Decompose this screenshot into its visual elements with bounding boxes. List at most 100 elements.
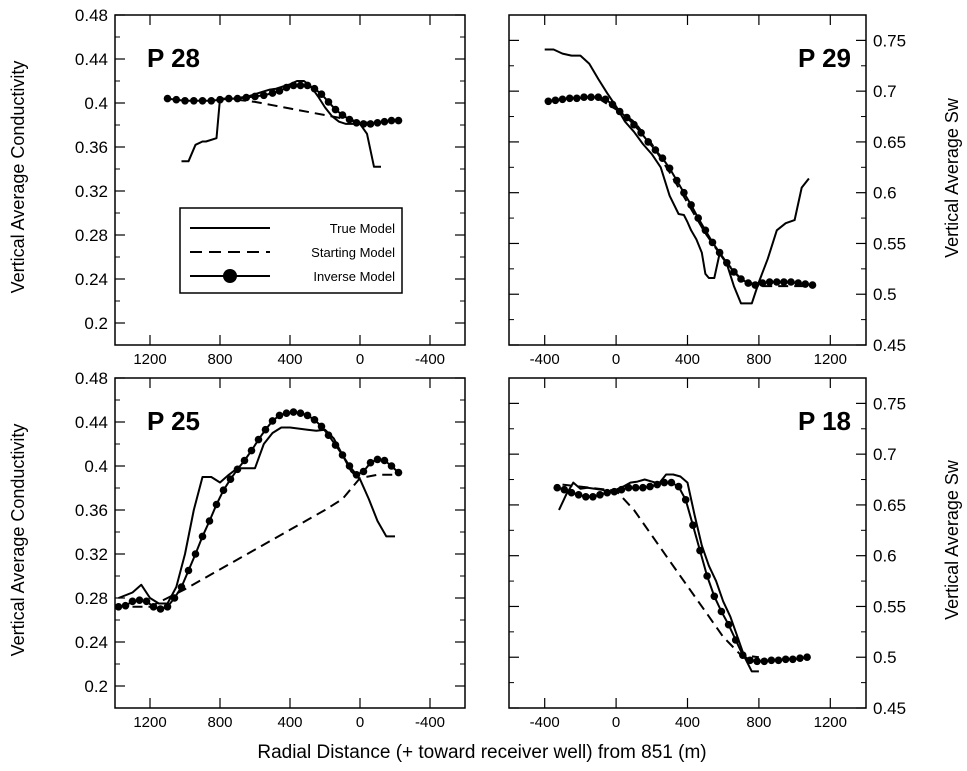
p29-inverse-model-point [587,93,595,101]
p25-inverse-model-point [366,458,375,467]
p18-inverse-model-point [739,651,747,659]
p25-x-tick-label: 400 [277,714,302,731]
panel-p18: -400 0 400 800 1200 0.75 0.7 0.65 0.6 0.55 0.5 0.45… [508,377,906,731]
p29-inverse-model-point [623,113,631,122]
p29-inverse-model-point [737,275,745,283]
p29-inverse-model-point [558,95,567,104]
p28-inverse-model-point [359,120,368,128]
p29-inverse-model-point [608,100,617,109]
p28-inverse-model-point [181,97,189,105]
p28-inverse-model-point [289,81,298,90]
p18-x-tick-label: 400 [675,714,700,731]
p28-inverse-model-point [303,81,312,90]
y-axis-label-top-left: Vertical Average Conductivity [8,61,28,294]
p29-inverse-model-point [565,94,574,103]
p28-inverse-model-point [324,98,333,106]
p18-y-tick-label: 0.5 [873,648,897,667]
p29-inverse-model-point [680,188,688,197]
p25-inverse-model-point [387,462,396,470]
p28-inverse-model-point [345,115,354,124]
p18-inverse-model-point [553,483,561,492]
p29-inverse-model-point [687,201,695,209]
p29-inverse-model-point [751,281,760,289]
p29-inverse-model-point [580,93,588,101]
p25-title: P 25 [147,406,200,436]
p28-y-tick-label: 0.44 [75,50,108,69]
p28-inverse-model-point [331,105,340,114]
p18-inverse-model-point [639,483,647,492]
p25-inverse-model-point [261,425,270,434]
p25-inverse-model-point [121,601,130,610]
p25-inverse-model-point [135,596,144,604]
p18-y-tick-label: 0.65 [873,496,906,515]
p29-y-tick-label: 0.75 [873,31,906,50]
p29-inverse-model-point [630,120,638,129]
p28-inverse-model-point [268,89,277,97]
p28-inverse-model-point [233,94,242,103]
p25-inverse-model-point [352,471,361,479]
p28-y-tick-label: 0.4 [84,94,108,113]
p18-inverse-model-point [717,607,726,616]
p25-inverse-model-point [212,500,221,509]
p28-x-tick-label: 400 [277,351,302,368]
p18-inverse-model-point [603,488,611,497]
p28-y-tick-label: 0.28 [75,226,108,245]
y-axis-label-bottom-right: Vertical Average Sw [942,459,962,620]
p28-inverse-model-point [352,119,361,127]
p29-y-tick-label: 0.7 [873,82,897,101]
p25-inverse-model-point [240,456,249,465]
p29-inverse-model-point [794,279,802,287]
p18-inverse-model-point [760,657,769,666]
p29-y-tick-label: 0.65 [873,133,906,152]
p29-inverse-model-point [765,278,774,286]
p25-inverse-model-point [191,550,200,558]
p28-x-tick-label: 0 [356,351,364,368]
p18-inverse-model-point [774,656,783,665]
p18-inverse-model-point [631,483,640,492]
legend-starting-label: Starting Model [311,245,395,260]
p28-inverse-model-point [338,111,347,119]
p29-inverse-model-point [808,281,817,289]
y-axis-label-bottom-left: Vertical Average Conductivity [8,424,28,657]
p25-inverse-model-point [128,597,137,606]
p25-inverse-model-point [156,605,165,613]
p28-x-tick-label: 800 [207,351,232,368]
p29-inverse-model-point [651,146,660,154]
p18-inverse-model-point [660,478,669,487]
p29-x-tick-label: 800 [746,351,771,368]
legend-true-label: True Model [330,221,395,236]
p25-y-tick-label: 0.2 [84,677,108,696]
p25-inverse-model-point [331,441,340,449]
p29-y-tick-label: 0.45 [873,336,906,355]
p18-inverse-model-point [589,493,597,501]
panel-p29: -400 0 400 800 1200 0.75 0.7 0.65 0.6 0.55 0.5 0.45… [508,14,906,368]
y-axis-label-top-right: Vertical Average Sw [942,97,962,258]
p25-inverse-model-point [345,462,354,470]
p28-inverse-model-point [282,83,291,92]
p18-starting-model-line [562,483,760,659]
p29-inverse-model-point [773,278,781,286]
p28-inverse-model-point [172,95,181,104]
p18-x-tick-label: 800 [746,714,771,731]
p29-inverse-model-point [723,259,731,267]
p25-y-tick-label: 0.24 [75,633,108,652]
p29-x-tick-label: -400 [530,351,560,368]
p28-inverse-model-point [275,87,284,95]
p25-x-tick-label: 1200 [133,714,166,731]
p28-inverse-model-point [380,117,389,126]
p29-inverse-model-point [601,95,610,104]
p28-inverse-model-point [366,120,375,128]
p25-inverse-model-point [268,417,277,425]
p29-y-tick-label: 0.5 [873,285,897,304]
p29-inverse-model-point [708,238,717,247]
p18-inverse-model-point [653,480,661,489]
legend: True Model Starting Model Inverse Model [179,207,403,294]
p28-x-tick-label: -400 [415,351,445,368]
p28-inverse-model-point [317,90,326,98]
p29-inverse-model-point [594,93,603,101]
p25-x-tick-label: 0 [356,714,364,731]
p29-x-tick-label: 0 [612,351,620,368]
p28-inverse-model-point [198,97,207,105]
p29-inverse-model-point [673,176,681,185]
p18-inverse-model-point [796,654,804,662]
